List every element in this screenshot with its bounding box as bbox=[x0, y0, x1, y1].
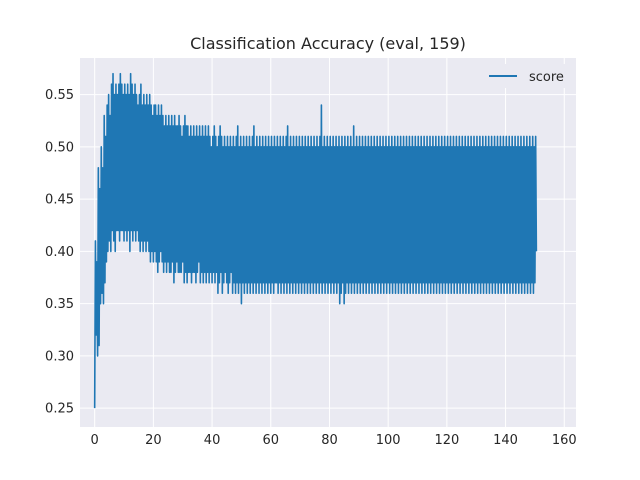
x-axis-ticks: 0 20 40 60 80 100 120 140 160 bbox=[91, 433, 577, 448]
x-tick-label: 160 bbox=[552, 433, 577, 448]
x-tick-label: 0 bbox=[91, 433, 99, 448]
x-tick-label: 80 bbox=[321, 433, 338, 448]
y-tick-label: 0.25 bbox=[45, 402, 74, 417]
x-tick-label: 120 bbox=[434, 433, 459, 448]
chart-title: Classification Accuracy (eval, 159) bbox=[190, 34, 466, 53]
series-line-score bbox=[93, 72, 538, 409]
legend-box bbox=[481, 64, 569, 88]
legend: score bbox=[481, 64, 569, 88]
x-tick-label: 60 bbox=[262, 433, 279, 448]
y-tick-label: 0.30 bbox=[45, 349, 74, 364]
x-tick-label: 40 bbox=[204, 433, 221, 448]
y-tick-label: 0.50 bbox=[45, 140, 74, 155]
y-tick-label: 0.45 bbox=[45, 193, 74, 208]
y-tick-label: 0.40 bbox=[45, 245, 74, 260]
series-layer bbox=[93, 72, 538, 409]
x-tick-label: 20 bbox=[145, 433, 162, 448]
legend-label-score: score bbox=[529, 70, 564, 85]
x-tick-label: 100 bbox=[376, 433, 401, 448]
y-axis-ticks: 0.25 0.30 0.35 0.40 0.45 0.50 0.55 bbox=[45, 88, 74, 417]
y-tick-label: 0.35 bbox=[45, 297, 74, 312]
y-tick-label: 0.55 bbox=[45, 88, 74, 103]
x-tick-label: 140 bbox=[493, 433, 518, 448]
